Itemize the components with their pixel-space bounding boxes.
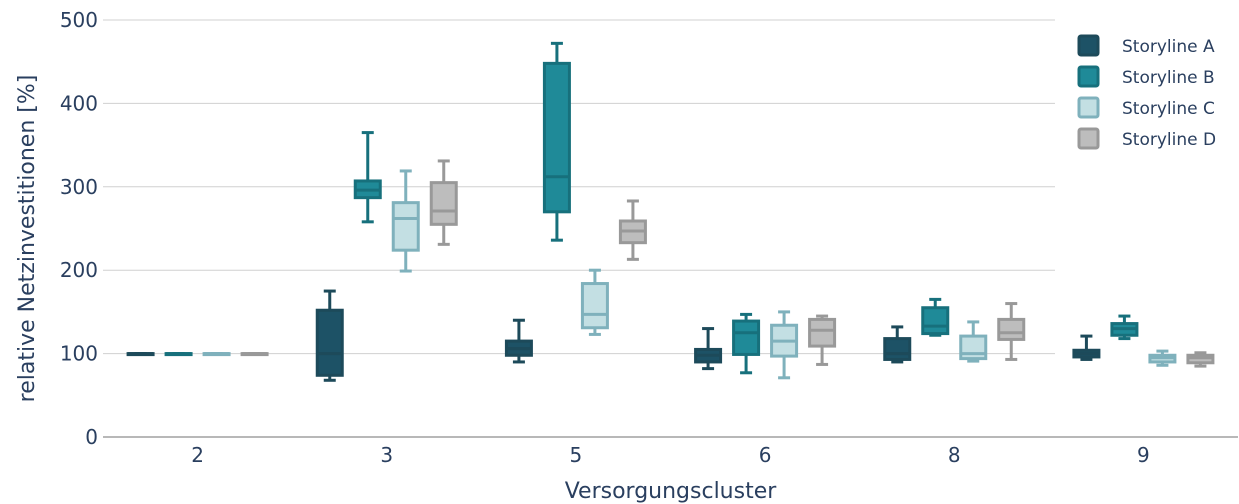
x-tick-label: 3 [380, 443, 393, 467]
iqr-box [997, 317, 1026, 341]
legend-item[interactable]: Storyline A [1077, 34, 1215, 57]
y-tick-label: 200 [60, 258, 98, 282]
legend-item[interactable]: Storyline B [1077, 65, 1215, 88]
iqr-box [580, 282, 609, 330]
legend-swatch [1077, 96, 1100, 119]
y-tick-label: 400 [60, 91, 98, 115]
iqr-box [883, 337, 912, 361]
iqr-box [391, 201, 420, 252]
box-storyline-a-cluster-3 [315, 289, 344, 382]
iqr-box [959, 334, 988, 361]
y-tick-label: 300 [60, 175, 98, 199]
box-storyline-b-cluster-2 [164, 352, 193, 357]
legend-label: Storyline C [1122, 99, 1215, 119]
box-storyline-c-cluster-3 [391, 169, 420, 273]
x-axis-ticks: 2 3 5 6 8 9 [191, 443, 1150, 467]
legend-item[interactable]: Storyline C [1077, 96, 1215, 119]
box-storyline-b-cluster-6 [732, 312, 761, 375]
x-tick-label: 2 [191, 443, 204, 467]
legend-item[interactable]: Storyline D [1077, 127, 1216, 150]
iqr-box [542, 61, 571, 214]
box-storyline-c-cluster-6 [770, 310, 799, 380]
box-storyline-d-cluster-9 [1186, 351, 1215, 368]
x-tick-label: 8 [948, 443, 961, 467]
legend-label: Storyline D [1122, 130, 1216, 150]
y-axis-title: relative Netzinvestitionen [%] [15, 75, 40, 403]
iqr-box [315, 308, 344, 377]
legend-swatch [1077, 34, 1100, 57]
box-storyline-d-cluster-3 [429, 159, 458, 246]
box-storyline-a-cluster-8 [883, 325, 912, 364]
y-tick-label: 100 [60, 342, 98, 366]
y-axis-ticks: 0 100 200 300 400 500 [60, 8, 98, 449]
y-tick-label: 500 [60, 8, 98, 32]
iqr-box [732, 319, 761, 356]
box-storyline-c-cluster-9 [1148, 349, 1177, 367]
box-storyline-d-cluster-5 [618, 199, 647, 261]
box-storyline-b-cluster-3 [353, 131, 382, 224]
box-storyline-d-cluster-8 [997, 302, 1026, 361]
iqr-box [921, 306, 950, 336]
box-storyline-a-cluster-5 [504, 318, 533, 364]
box-storyline-b-cluster-9 [1110, 314, 1139, 341]
legend-swatch [1077, 127, 1100, 150]
x-axis-title: Versorgungscluster [565, 479, 778, 504]
iqr-box [808, 317, 837, 348]
box-storyline-c-cluster-2 [202, 352, 231, 357]
x-tick-label: 5 [570, 443, 583, 467]
legend: Storyline A Storyline B Storyline C Storyli… [1077, 34, 1216, 150]
iqr-box [429, 181, 458, 226]
box-storyline-b-cluster-5 [542, 41, 571, 242]
box-plot-boxes [126, 41, 1215, 382]
grid-lines [103, 19, 1055, 355]
box-storyline-a-cluster-9 [1072, 334, 1101, 361]
x-tick-label: 6 [759, 443, 772, 467]
box-storyline-a-cluster-6 [694, 327, 723, 371]
y-tick-label: 0 [85, 425, 98, 449]
legend-swatch [1077, 65, 1100, 88]
box-storyline-c-cluster-8 [959, 320, 988, 363]
legend-label: Storyline A [1122, 37, 1215, 57]
box-storyline-d-cluster-6 [808, 314, 837, 366]
box-storyline-b-cluster-8 [921, 297, 950, 337]
box-storyline-d-cluster-2 [240, 352, 269, 357]
box-storyline-c-cluster-5 [580, 268, 609, 336]
legend-label: Storyline B [1122, 68, 1215, 88]
box-storyline-a-cluster-2 [126, 352, 155, 357]
x-tick-label: 9 [1137, 443, 1150, 467]
